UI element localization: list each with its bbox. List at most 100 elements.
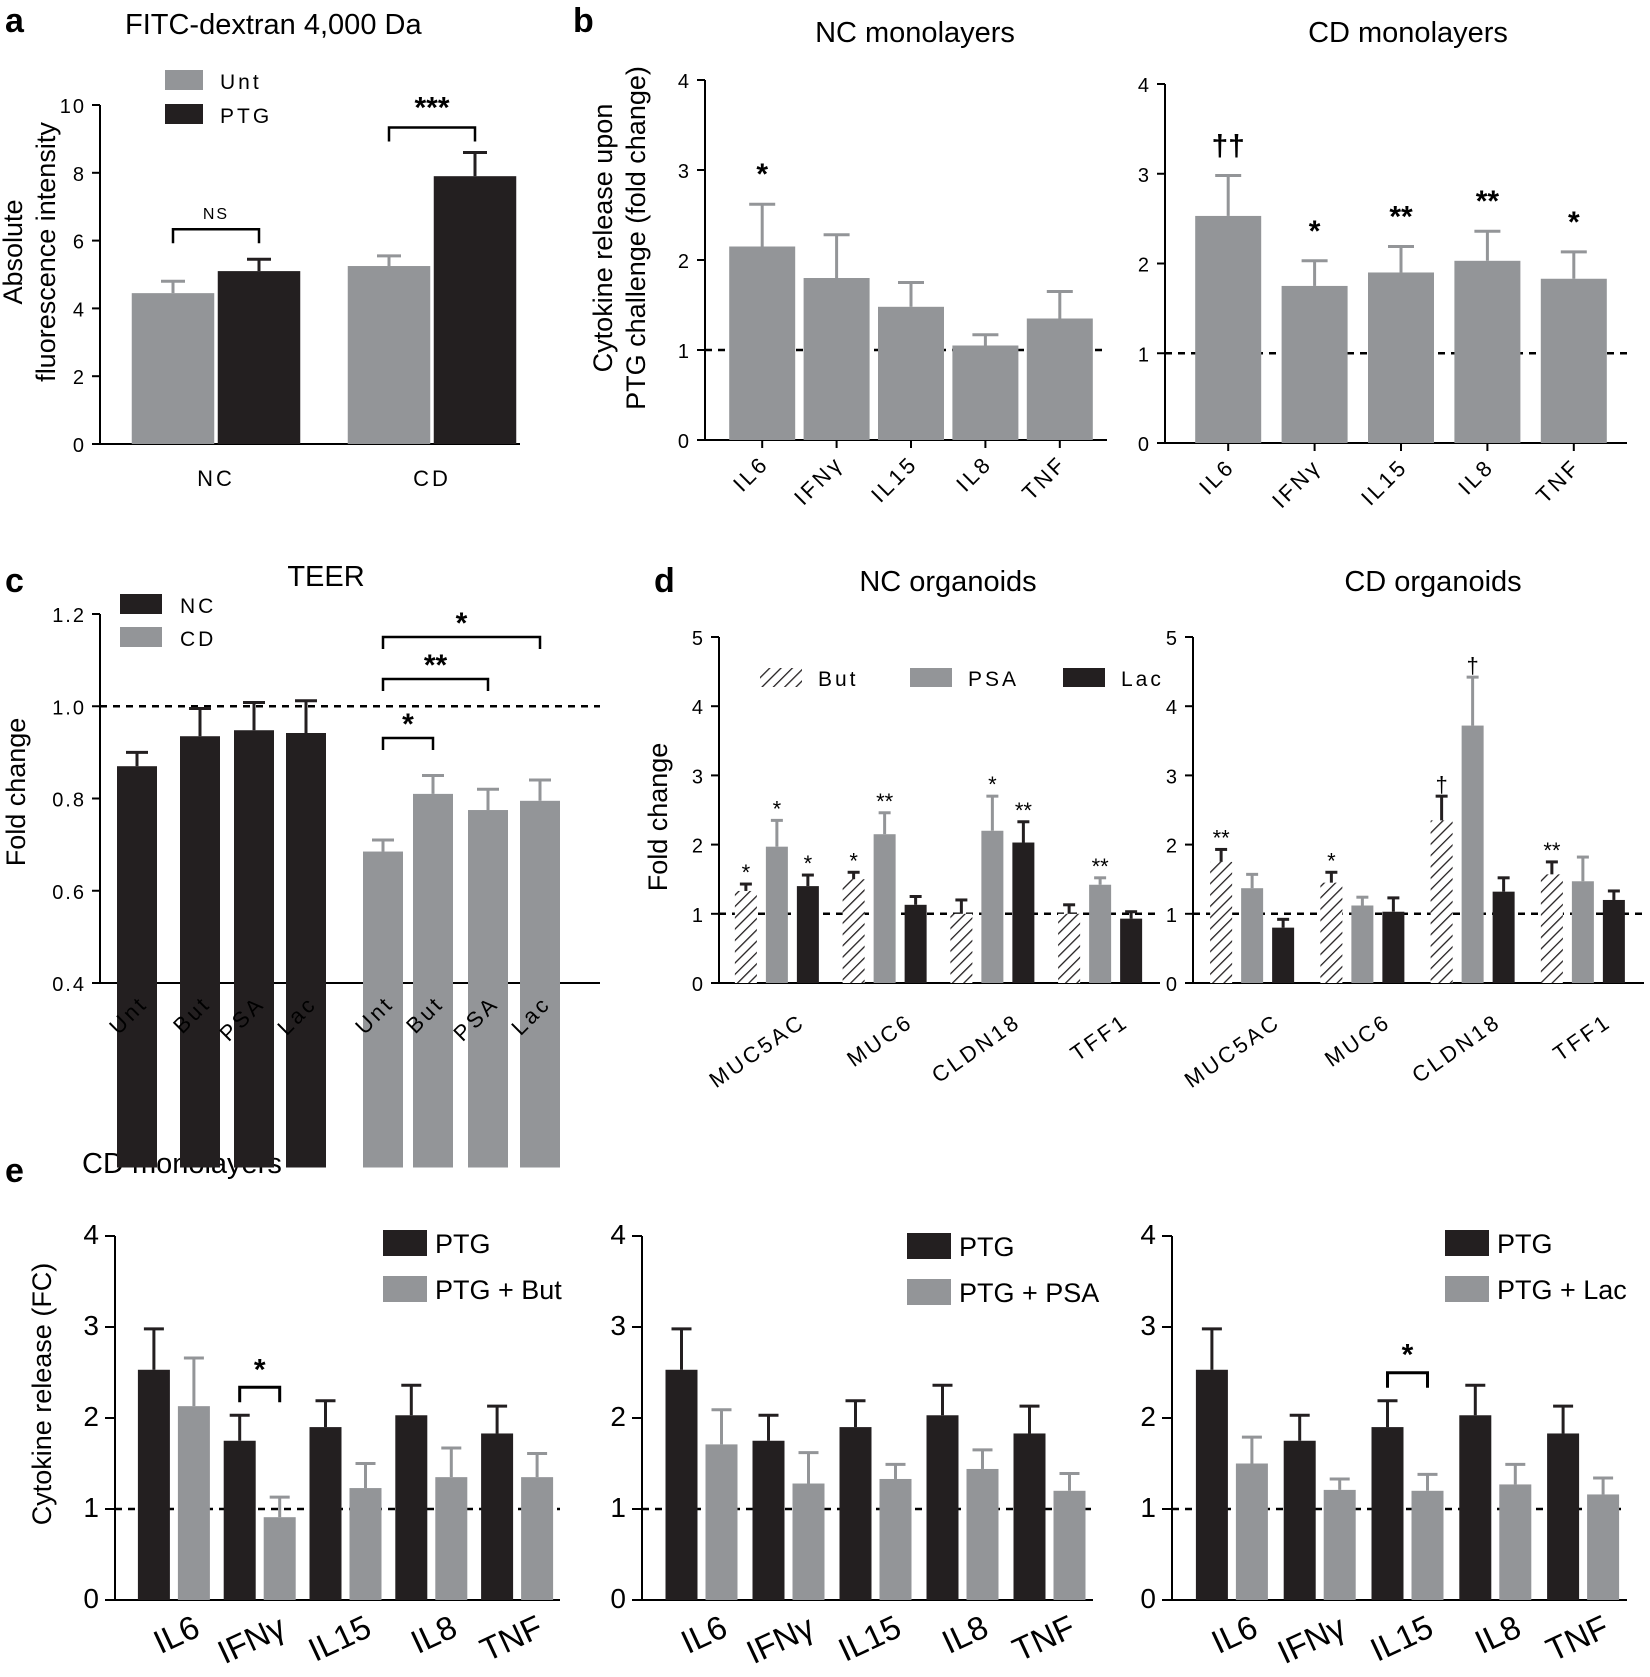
title-d1: NC organoids (859, 566, 1036, 598)
significance-label-e1: * (254, 1353, 266, 1386)
y-tick-label-b1: 0 (678, 431, 691, 453)
significance-bracket-a (387, 126, 477, 142)
bar-b2-1 (1281, 285, 1348, 443)
x-tick-label-e1: IL6 (148, 1608, 205, 1661)
legend-swatch-e2 (907, 1233, 951, 1259)
bar-d1-psa-3 (1089, 884, 1112, 983)
bar-d2-lac-3 (1602, 899, 1625, 983)
bar-e1-0-1 (223, 1440, 256, 1600)
ylabel-c: Fold change (1, 718, 31, 867)
bar-b2-3 (1454, 260, 1521, 443)
legend-label-d: Lac (1121, 668, 1164, 691)
x-tick-label-b1: IFNγ (789, 451, 848, 510)
y-tick-label-b2: 3 (1138, 165, 1151, 187)
bar-e1-0-4 (481, 1433, 514, 1600)
bar-e3-0-4 (1547, 1433, 1580, 1600)
y-tick-label-b2: 1 (1138, 344, 1151, 366)
annotation-b2: * (1568, 206, 1580, 239)
y-tick-label-e3: 1 (1140, 1492, 1156, 1523)
y-tick-label-c: 0.6 (52, 882, 86, 904)
y-tick-label-e2: 3 (610, 1310, 626, 1341)
significance-bracket-c (381, 635, 542, 649)
bar-b1-0 (729, 246, 796, 440)
annotation-d2: ** (1213, 825, 1231, 850)
x-tick-label-d2: TFF1 (1549, 1009, 1616, 1067)
significance-label-c: * (456, 607, 468, 640)
y-tick-label-d1: 0 (692, 974, 705, 996)
bar-e2-1-1 (792, 1483, 825, 1600)
bar-d2-psa-3 (1571, 881, 1594, 983)
bar-d2-but-3 (1540, 874, 1563, 983)
legend-label-e1: PTG (435, 1229, 491, 1259)
annotation-d1: ** (1015, 798, 1033, 823)
bar-c-cd-unt (363, 851, 403, 1168)
x-tick-label-d2: CLDN18 (1407, 1009, 1505, 1088)
bar-b2-2 (1368, 272, 1434, 443)
y-tick-label-e2: 2 (610, 1401, 626, 1432)
y-tick-label-e2: 4 (610, 1219, 626, 1250)
legend-label-a: PTG (220, 105, 272, 128)
annotation-d2: † (1467, 653, 1479, 678)
annotation-d2: * (1327, 848, 1336, 873)
legend-swatch-e2 (907, 1279, 951, 1305)
panel-label-e: e (5, 1152, 24, 1190)
x-tick-label-b2: IL15 (1356, 454, 1412, 510)
bar-c-nc-but (180, 736, 220, 1168)
annotation-b2: ** (1389, 200, 1413, 233)
x-tick-label-d1: MUC5AC (705, 1009, 810, 1093)
significance-bracket-c (381, 677, 490, 691)
significance-label-c: * (402, 708, 414, 741)
y-tick-label-e1: 2 (83, 1401, 99, 1432)
significance-label-c: ** (424, 649, 448, 682)
bar-d1-but-2 (950, 913, 973, 983)
panel-label-a: a (5, 2, 25, 40)
bar-c-cd-but (413, 793, 453, 1168)
bar-b1-1 (803, 278, 870, 440)
annotation-b2: * (1309, 215, 1321, 248)
bar-c-cd-lac (520, 800, 560, 1168)
bar-e3-1-0 (1235, 1463, 1268, 1600)
x-tick-label-e1: IL8 (405, 1608, 462, 1661)
y-tick-label-c: 0.4 (52, 974, 86, 996)
bar-a-ptg-cd (433, 176, 517, 444)
y-tick-label-c: 1.0 (52, 697, 86, 719)
annotation-b2: †† (1212, 130, 1245, 163)
bar-d2-but-0 (1210, 861, 1233, 983)
bar-d1-lac-0 (796, 886, 819, 983)
bar-e1-0-0 (137, 1369, 170, 1600)
legend-label-e2: PTG (959, 1232, 1015, 1262)
x-tick-label-b1: IL6 (728, 451, 774, 497)
y-tick-label-d2: 0 (1166, 974, 1179, 996)
bar-c-cd-psa (468, 810, 508, 1168)
y-tick-label-e3: 0 (1140, 1583, 1156, 1614)
bar-d2-psa-2 (1461, 725, 1484, 983)
annotation-d1: * (742, 860, 751, 885)
bar-b2-0 (1195, 215, 1262, 443)
bar-e3-0-1 (1283, 1440, 1316, 1600)
legend-label-c: CD (180, 628, 216, 651)
bar-a-unt-cd (347, 266, 431, 444)
significance-label-e3: * (1402, 1339, 1414, 1372)
bar-c-nc-lac (286, 733, 326, 1168)
x-tick-label-e2: IFNγ (741, 1608, 820, 1671)
y-tick-label-d2: 5 (1166, 628, 1179, 650)
x-tick-label-b2: IL6 (1194, 454, 1240, 500)
legend-label-e3: PTG + Lac (1497, 1275, 1627, 1305)
panel-label-c: c (5, 562, 24, 600)
bar-a-ptg-nc (217, 271, 301, 444)
bar-e3-0-3 (1459, 1415, 1492, 1600)
legend-swatch-e1 (383, 1276, 427, 1302)
y-tick-label-b1: 4 (678, 71, 691, 93)
title-d2: CD organoids (1344, 566, 1521, 598)
y-tick-label-e2: 0 (610, 1583, 626, 1614)
y-tick-label-b1: 1 (678, 341, 691, 363)
bar-d2-psa-1 (1351, 905, 1374, 983)
title-b2: CD monolayers (1308, 17, 1508, 49)
y-tick-label-a: 4 (73, 299, 86, 321)
legend-swatch-e3 (1445, 1230, 1489, 1256)
x-tick-label-e1: TNF (474, 1608, 548, 1669)
bar-d2-psa-0 (1241, 888, 1264, 983)
bar-d2-lac-0 (1272, 927, 1295, 983)
